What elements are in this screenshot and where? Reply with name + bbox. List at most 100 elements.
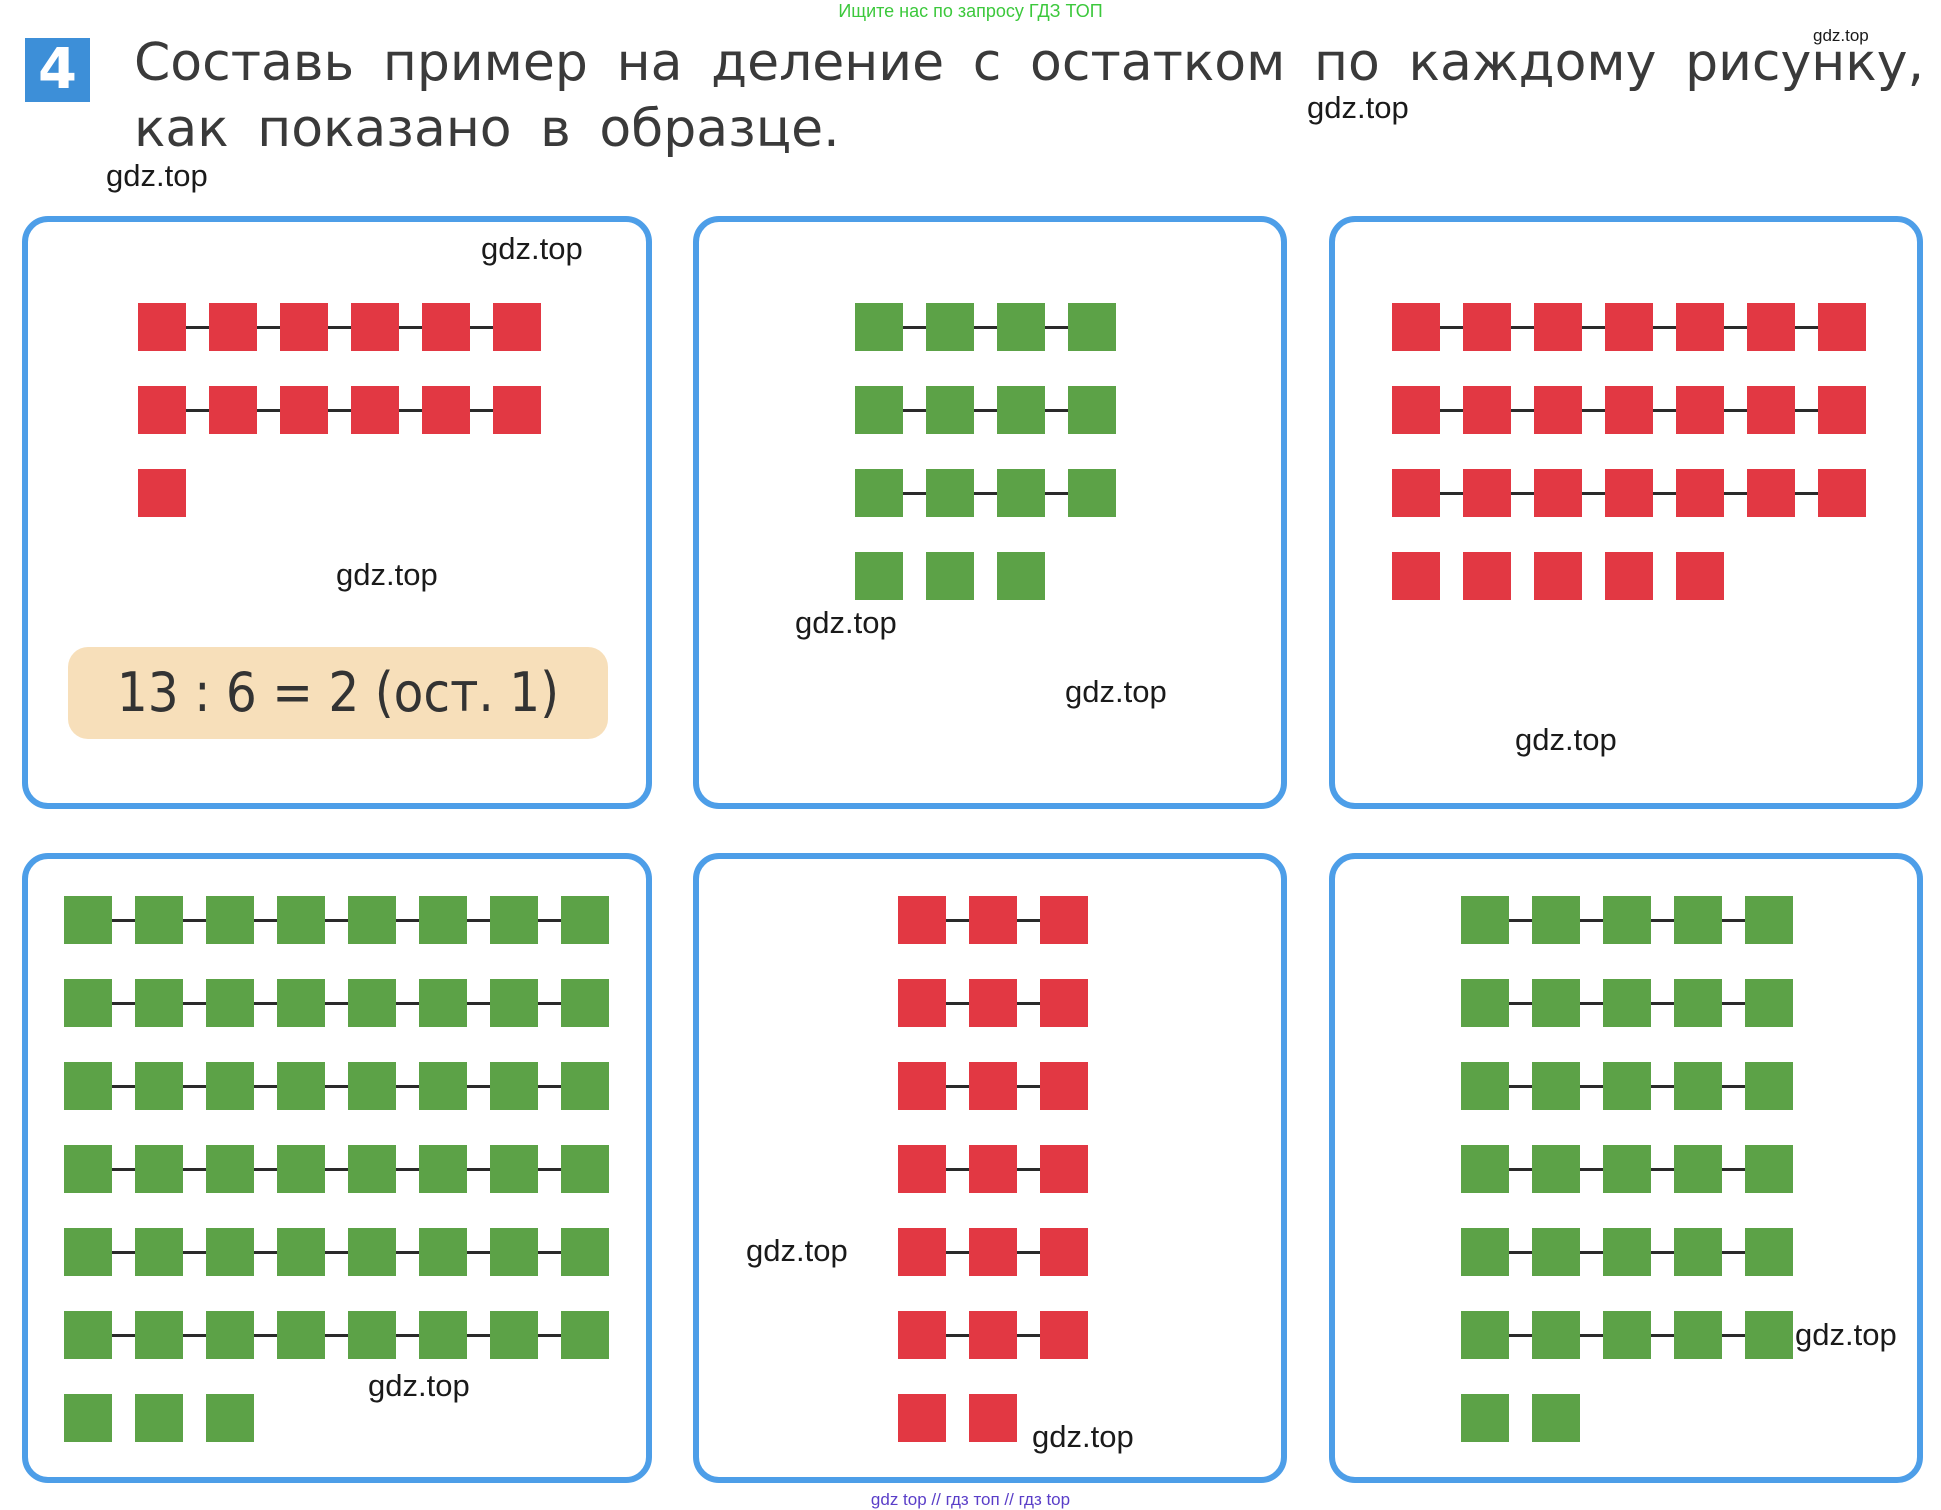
green-square: [1603, 979, 1651, 1027]
watermark: gdz.top: [1307, 90, 1409, 125]
watermark: gdz.top: [1032, 1419, 1134, 1454]
green-square: [135, 1062, 183, 1110]
red-square: [1040, 1062, 1088, 1110]
bead-row: [898, 1311, 1088, 1359]
green-square: [1603, 1311, 1651, 1359]
green-square: [561, 1145, 609, 1193]
red-square: [898, 1311, 946, 1359]
bead-row: [1461, 1145, 1793, 1193]
green-square: [206, 1394, 254, 1442]
red-square: [1747, 303, 1795, 351]
green-square: [1674, 1228, 1722, 1276]
green-square: [64, 1145, 112, 1193]
watermark: gdz.top: [336, 557, 438, 592]
green-square: [348, 1145, 396, 1193]
red-square: [138, 386, 186, 434]
green-square: [64, 1394, 112, 1442]
red-square: [1040, 896, 1088, 944]
green-square: [135, 1145, 183, 1193]
green-square: [1603, 1062, 1651, 1110]
green-square: [855, 386, 903, 434]
red-square: [280, 386, 328, 434]
red-square: [493, 303, 541, 351]
bead-row: [64, 1062, 609, 1110]
green-square: [1532, 1062, 1580, 1110]
picture-panel-1: 13 : 6 = 2 (ост. 1): [22, 216, 652, 809]
red-square: [351, 386, 399, 434]
green-square: [64, 896, 112, 944]
watermark: gdz.top: [1515, 722, 1617, 757]
bead-row: [64, 896, 609, 944]
red-square: [1676, 386, 1724, 434]
red-square: [898, 1145, 946, 1193]
bead-string: [64, 1334, 609, 1337]
green-square: [1745, 1311, 1793, 1359]
bead-row: [898, 1228, 1088, 1276]
red-square: [969, 896, 1017, 944]
bead-string: [64, 919, 609, 922]
watermark: gdz.top: [1813, 26, 1869, 45]
watermark: gdz.top: [106, 158, 208, 193]
bead-string: [138, 326, 541, 329]
red-square: [209, 386, 257, 434]
green-square: [1532, 979, 1580, 1027]
green-square: [206, 979, 254, 1027]
green-square: [1674, 979, 1722, 1027]
red-square: [969, 1228, 1017, 1276]
green-square: [997, 469, 1045, 517]
red-square: [1534, 552, 1582, 600]
red-square: [1392, 303, 1440, 351]
red-square: [1463, 303, 1511, 351]
green-square: [1068, 386, 1116, 434]
red-square: [1605, 303, 1653, 351]
red-square: [1040, 979, 1088, 1027]
watermark: gdz.top: [795, 605, 897, 640]
red-square: [1534, 469, 1582, 517]
red-square: [209, 303, 257, 351]
task-instruction: Составь пример на деление с остатком по …: [134, 33, 1924, 159]
red-square: [898, 1228, 946, 1276]
green-square: [64, 1062, 112, 1110]
red-square: [898, 1394, 946, 1442]
green-square: [490, 1228, 538, 1276]
green-square: [206, 1228, 254, 1276]
bead-row: [1392, 303, 1866, 351]
red-square: [1605, 552, 1653, 600]
red-square: [422, 303, 470, 351]
bead-row: [1461, 896, 1793, 944]
green-square: [1603, 896, 1651, 944]
bead-row: [898, 1062, 1088, 1110]
bottom-promo-banner: gdz top // гдз топ // гдз top: [870, 1490, 1071, 1509]
green-square: [64, 1311, 112, 1359]
green-square: [1745, 896, 1793, 944]
green-square: [1745, 979, 1793, 1027]
bead-string: [64, 1251, 609, 1254]
green-square: [997, 552, 1045, 600]
red-square: [1463, 552, 1511, 600]
green-square: [277, 1311, 325, 1359]
bead-row: [855, 303, 1116, 351]
red-square: [1676, 469, 1724, 517]
picture-panel-6: [1329, 853, 1923, 1483]
bead-row: [1461, 1062, 1793, 1110]
green-square: [561, 896, 609, 944]
red-square: [1463, 469, 1511, 517]
green-square: [135, 896, 183, 944]
bead-row: [898, 1145, 1088, 1193]
green-square: [419, 896, 467, 944]
green-square: [1603, 1228, 1651, 1276]
green-square: [561, 1062, 609, 1110]
green-square: [348, 1228, 396, 1276]
red-square: [138, 469, 186, 517]
picture-panel-4: [22, 853, 652, 1483]
green-square: [348, 979, 396, 1027]
top-promo-banner: Ищите нас по запросу ГДЗ ТОП: [838, 1, 1103, 21]
green-square: [561, 1228, 609, 1276]
bead-row: [1461, 1394, 1793, 1442]
red-square: [898, 1062, 946, 1110]
green-square: [419, 979, 467, 1027]
watermark: gdz.top: [481, 231, 583, 266]
red-square: [1676, 552, 1724, 600]
bead-row: [1392, 386, 1866, 434]
green-square: [277, 1062, 325, 1110]
